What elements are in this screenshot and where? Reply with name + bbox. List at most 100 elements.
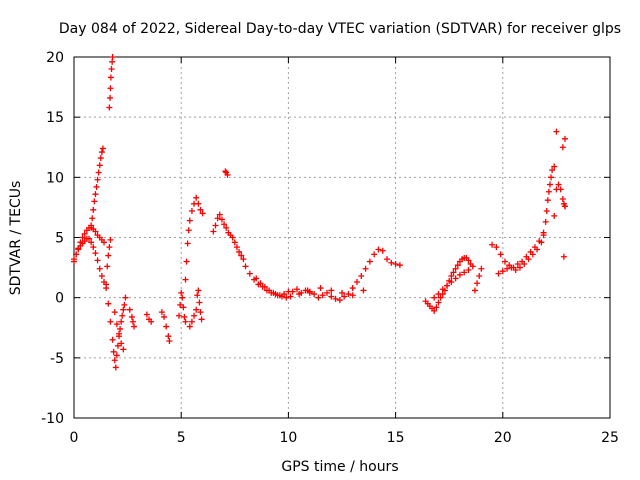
data-point <box>283 294 290 301</box>
data-point <box>75 246 82 253</box>
data-point <box>197 206 204 213</box>
data-point <box>296 291 303 298</box>
data-point <box>198 316 205 323</box>
data-point <box>120 346 127 353</box>
data-point <box>97 155 104 162</box>
grid-layer <box>74 57 610 418</box>
data-point <box>328 293 335 300</box>
data-point <box>551 212 558 219</box>
data-point <box>360 287 367 294</box>
data-point <box>121 301 128 308</box>
data-point <box>110 348 117 355</box>
data-point <box>185 227 192 234</box>
data-point <box>379 247 386 254</box>
data-point <box>108 66 115 73</box>
data-point <box>362 265 369 272</box>
data-point <box>111 357 118 364</box>
data-point <box>493 244 500 251</box>
data-point <box>218 216 225 223</box>
data-point <box>384 256 391 263</box>
data-point <box>469 263 476 270</box>
y-tick-label: 10 <box>46 170 64 186</box>
data-point <box>461 269 468 276</box>
x-tick-label: 25 <box>601 430 619 446</box>
data-point <box>112 364 119 371</box>
data-point <box>236 248 243 255</box>
data-point <box>501 258 508 265</box>
data-point <box>109 336 116 343</box>
data-point <box>131 323 138 330</box>
data-point <box>306 288 313 295</box>
data-point <box>161 313 168 320</box>
x-tick-label: 20 <box>494 430 512 446</box>
data-point <box>431 307 438 314</box>
data-point <box>96 162 103 169</box>
data-point <box>120 306 127 313</box>
data-point <box>392 260 399 267</box>
data-point <box>195 200 202 207</box>
data-point <box>529 251 536 258</box>
data-point <box>514 260 521 267</box>
data-point <box>111 309 118 316</box>
data-point <box>489 241 496 248</box>
data-point <box>257 280 264 287</box>
data-point <box>195 287 202 294</box>
data-point <box>183 258 190 265</box>
data-point <box>223 224 230 231</box>
data-point <box>317 285 324 292</box>
data-point <box>126 306 133 313</box>
data-point <box>508 264 515 271</box>
data-point <box>388 259 395 266</box>
data-point <box>221 221 228 228</box>
data-point <box>270 289 277 296</box>
data-point <box>98 273 105 280</box>
data-point <box>193 306 200 313</box>
data-point <box>143 311 150 318</box>
data-point <box>88 239 95 246</box>
data-point <box>349 285 356 292</box>
data-point <box>345 291 352 298</box>
data-point <box>450 269 457 276</box>
data-point <box>114 342 121 349</box>
data-point <box>105 300 112 307</box>
data-point <box>199 210 206 217</box>
data-point <box>117 325 124 332</box>
data-point <box>253 275 260 282</box>
chart-title: Day 084 of 2022, Sidereal Day-to-day VTE… <box>59 21 621 37</box>
data-point <box>454 262 461 269</box>
data-point <box>216 211 223 218</box>
data-point <box>95 169 102 176</box>
data-point <box>396 262 403 269</box>
data-point <box>471 287 478 294</box>
data-point <box>107 236 114 243</box>
data-point <box>222 168 229 175</box>
data-point <box>534 246 541 253</box>
data-point <box>90 244 97 251</box>
data-point <box>229 234 236 241</box>
data-point <box>99 145 106 152</box>
data-point <box>94 176 101 183</box>
data-point <box>560 253 567 260</box>
data-point <box>96 265 103 272</box>
data-point <box>106 244 113 251</box>
data-point <box>224 171 231 178</box>
data-point <box>178 289 185 296</box>
data-point <box>116 330 123 337</box>
data-point <box>182 318 189 325</box>
data-point <box>546 181 553 188</box>
data-point <box>474 280 481 287</box>
data-point <box>358 273 365 280</box>
x-tick-label: 15 <box>387 430 405 446</box>
data-point <box>188 318 195 325</box>
y-tick-label: -10 <box>41 411 64 427</box>
data-point <box>499 268 506 275</box>
data-point <box>289 288 296 295</box>
data-point <box>166 337 173 344</box>
data-point <box>545 188 552 195</box>
data-point <box>81 230 88 237</box>
data-point <box>107 85 114 92</box>
data-point <box>165 333 172 340</box>
data-point <box>555 181 562 188</box>
data-point <box>129 318 136 325</box>
